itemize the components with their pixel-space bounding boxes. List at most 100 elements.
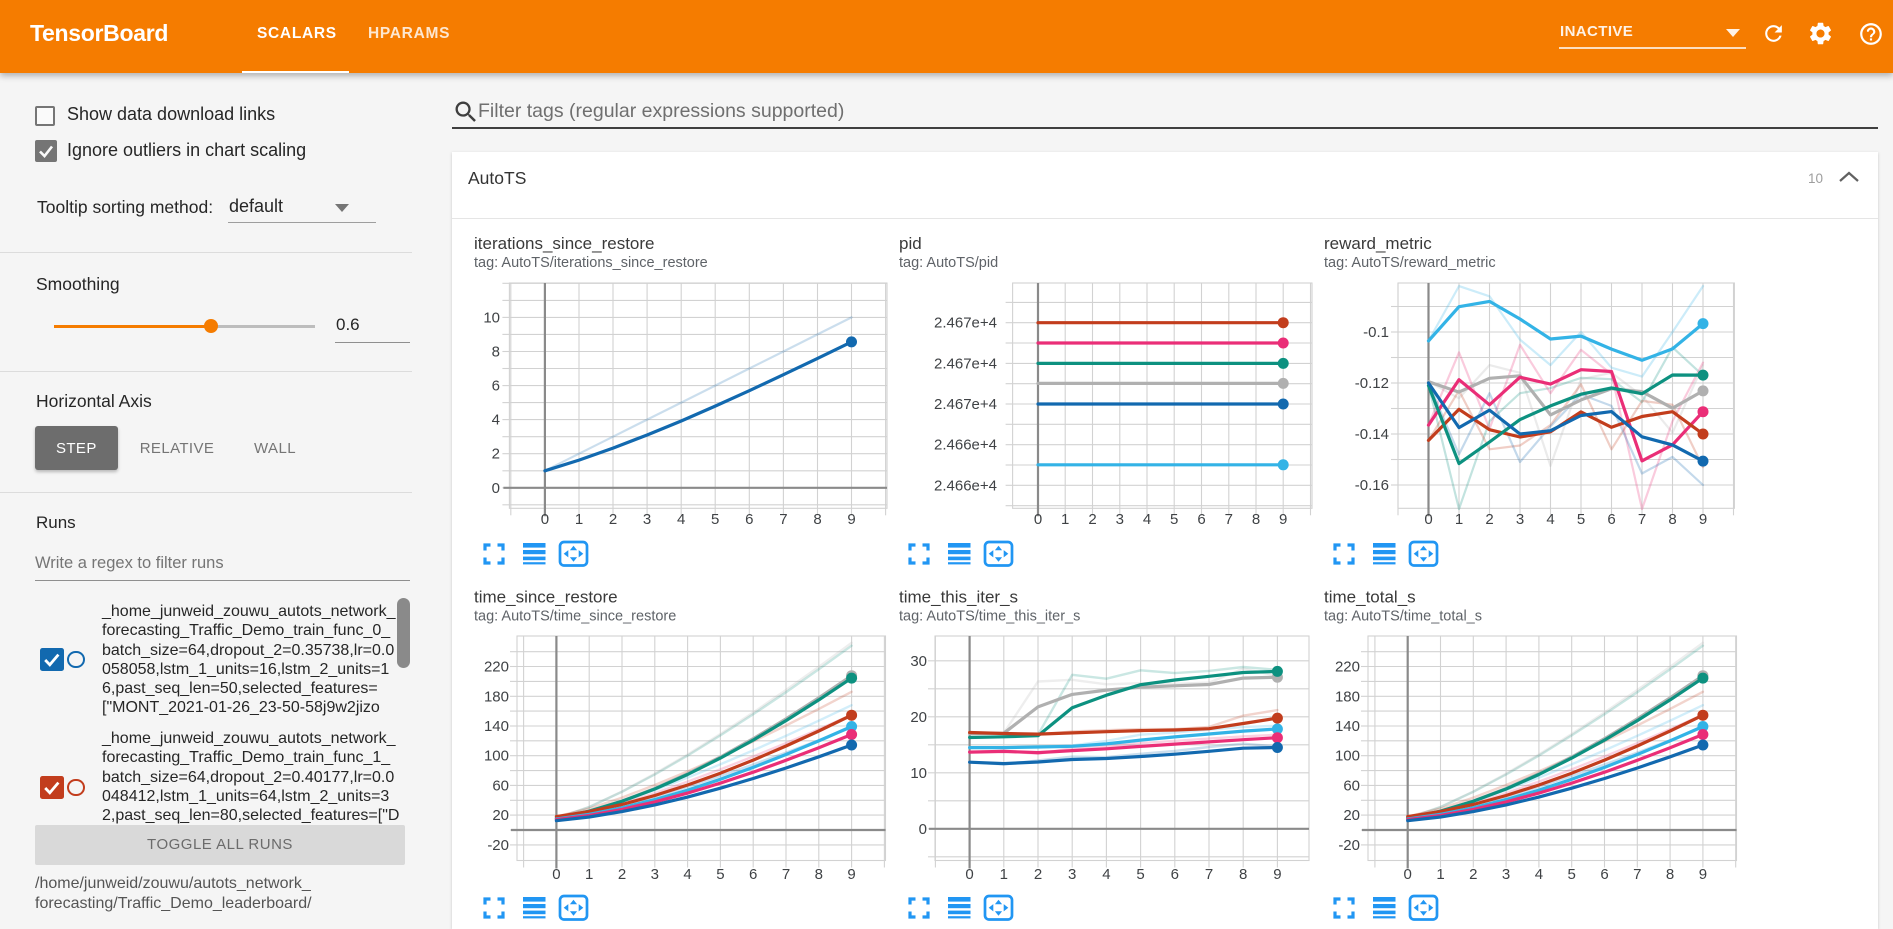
svg-text:8: 8	[813, 511, 821, 528]
svg-text:2: 2	[1485, 511, 1493, 528]
svg-text:8: 8	[1668, 511, 1676, 528]
svg-text:2.466e+4: 2.466e+4	[934, 477, 997, 494]
svg-text:180: 180	[1335, 688, 1360, 705]
svg-text:10: 10	[483, 309, 500, 326]
svg-text:1: 1	[1436, 866, 1444, 883]
svg-text:2: 2	[618, 866, 626, 883]
svg-text:9: 9	[1279, 511, 1287, 528]
svg-text:9: 9	[847, 511, 855, 528]
svg-text:time_this_iter_s: time_this_iter_s	[899, 588, 1018, 607]
svg-text:6: 6	[749, 866, 757, 883]
svg-text:9: 9	[1699, 511, 1707, 528]
svg-text:9: 9	[847, 866, 855, 883]
svg-text:-0.14: -0.14	[1355, 426, 1389, 443]
svg-text:tag: AutoTS/reward_metric: tag: AutoTS/reward_metric	[1324, 255, 1496, 271]
svg-text:-0.12: -0.12	[1355, 375, 1389, 392]
svg-text:1: 1	[575, 511, 583, 528]
svg-text:7: 7	[1225, 511, 1233, 528]
svg-text:3: 3	[1068, 866, 1076, 883]
svg-text:4: 4	[1546, 511, 1554, 528]
svg-text:4: 4	[1535, 866, 1543, 883]
svg-text:0: 0	[965, 866, 973, 883]
svg-text:60: 60	[1343, 777, 1360, 794]
svg-text:9: 9	[1273, 866, 1281, 883]
svg-text:5: 5	[711, 511, 719, 528]
svg-text:0: 0	[919, 821, 927, 838]
svg-text:6: 6	[1600, 866, 1608, 883]
svg-text:5: 5	[716, 866, 724, 883]
svg-text:100: 100	[484, 748, 509, 765]
svg-text:100: 100	[1335, 748, 1360, 765]
svg-text:0: 0	[1034, 511, 1042, 528]
svg-text:5: 5	[1170, 511, 1178, 528]
svg-text:9: 9	[1699, 866, 1707, 883]
svg-text:6: 6	[1171, 866, 1179, 883]
svg-text:140: 140	[1335, 718, 1360, 735]
svg-text:3: 3	[1502, 866, 1510, 883]
svg-text:tag: AutoTS/time_since_restore: tag: AutoTS/time_since_restore	[474, 609, 676, 625]
svg-text:tag: AutoTS/time_total_s: tag: AutoTS/time_total_s	[1324, 609, 1482, 625]
svg-text:6: 6	[492, 378, 500, 395]
svg-text:-20: -20	[1338, 837, 1360, 854]
svg-text:6: 6	[745, 511, 753, 528]
svg-text:3: 3	[651, 866, 659, 883]
svg-text:4: 4	[683, 866, 691, 883]
svg-text:1: 1	[1455, 511, 1463, 528]
svg-text:0: 0	[552, 866, 560, 883]
svg-text:2: 2	[1469, 866, 1477, 883]
svg-text:reward_metric: reward_metric	[1324, 234, 1432, 253]
svg-text:2.467e+4: 2.467e+4	[934, 396, 997, 413]
svg-text:20: 20	[910, 709, 927, 726]
svg-text:7: 7	[782, 866, 790, 883]
svg-text:8: 8	[492, 344, 500, 361]
svg-text:2: 2	[1034, 866, 1042, 883]
svg-text:8: 8	[1239, 866, 1247, 883]
svg-text:time_since_restore: time_since_restore	[474, 588, 618, 607]
svg-text:4: 4	[1143, 511, 1151, 528]
svg-text:20: 20	[492, 807, 509, 824]
svg-text:2.467e+4: 2.467e+4	[934, 315, 997, 332]
svg-text:140: 140	[484, 718, 509, 735]
svg-text:8: 8	[1252, 511, 1260, 528]
svg-text:180: 180	[484, 688, 509, 705]
svg-text:2: 2	[609, 511, 617, 528]
svg-text:0: 0	[1404, 866, 1412, 883]
svg-text:3: 3	[643, 511, 651, 528]
svg-text:-0.16: -0.16	[1355, 477, 1389, 494]
svg-text:2: 2	[492, 446, 500, 463]
svg-text:60: 60	[492, 777, 509, 794]
svg-text:3: 3	[1516, 511, 1524, 528]
svg-text:-20: -20	[487, 837, 509, 854]
svg-text:5: 5	[1577, 511, 1585, 528]
svg-text:1: 1	[1061, 511, 1069, 528]
svg-text:8: 8	[815, 866, 823, 883]
svg-text:pid: pid	[899, 234, 922, 253]
svg-text:0: 0	[541, 511, 549, 528]
svg-text:7: 7	[1205, 866, 1213, 883]
svg-text:6: 6	[1607, 511, 1615, 528]
svg-text:5: 5	[1136, 866, 1144, 883]
svg-text:8: 8	[1666, 866, 1674, 883]
svg-text:1: 1	[1000, 866, 1008, 883]
svg-text:220: 220	[484, 659, 509, 676]
svg-text:6: 6	[1197, 511, 1205, 528]
svg-text:7: 7	[1633, 866, 1641, 883]
svg-text:tag: AutoTS/pid: tag: AutoTS/pid	[899, 255, 998, 271]
svg-text:iterations_since_restore: iterations_since_restore	[474, 234, 654, 253]
svg-text:5: 5	[1568, 866, 1576, 883]
svg-text:3: 3	[1116, 511, 1124, 528]
svg-text:tag: AutoTS/iterations_since_r: tag: AutoTS/iterations_since_restore	[474, 255, 708, 271]
svg-text:10: 10	[910, 765, 927, 782]
svg-text:2: 2	[1088, 511, 1096, 528]
svg-text:1: 1	[585, 866, 593, 883]
svg-text:7: 7	[779, 511, 787, 528]
svg-text:tag: AutoTS/time_this_iter_s: tag: AutoTS/time_this_iter_s	[899, 609, 1080, 625]
svg-text:0: 0	[492, 480, 500, 497]
svg-text:7: 7	[1638, 511, 1646, 528]
svg-text:time_total_s: time_total_s	[1324, 588, 1416, 607]
svg-text:-0.1: -0.1	[1363, 324, 1389, 341]
svg-text:220: 220	[1335, 659, 1360, 676]
svg-text:20: 20	[1343, 807, 1360, 824]
svg-text:4: 4	[677, 511, 685, 528]
svg-text:2.466e+4: 2.466e+4	[934, 437, 997, 454]
